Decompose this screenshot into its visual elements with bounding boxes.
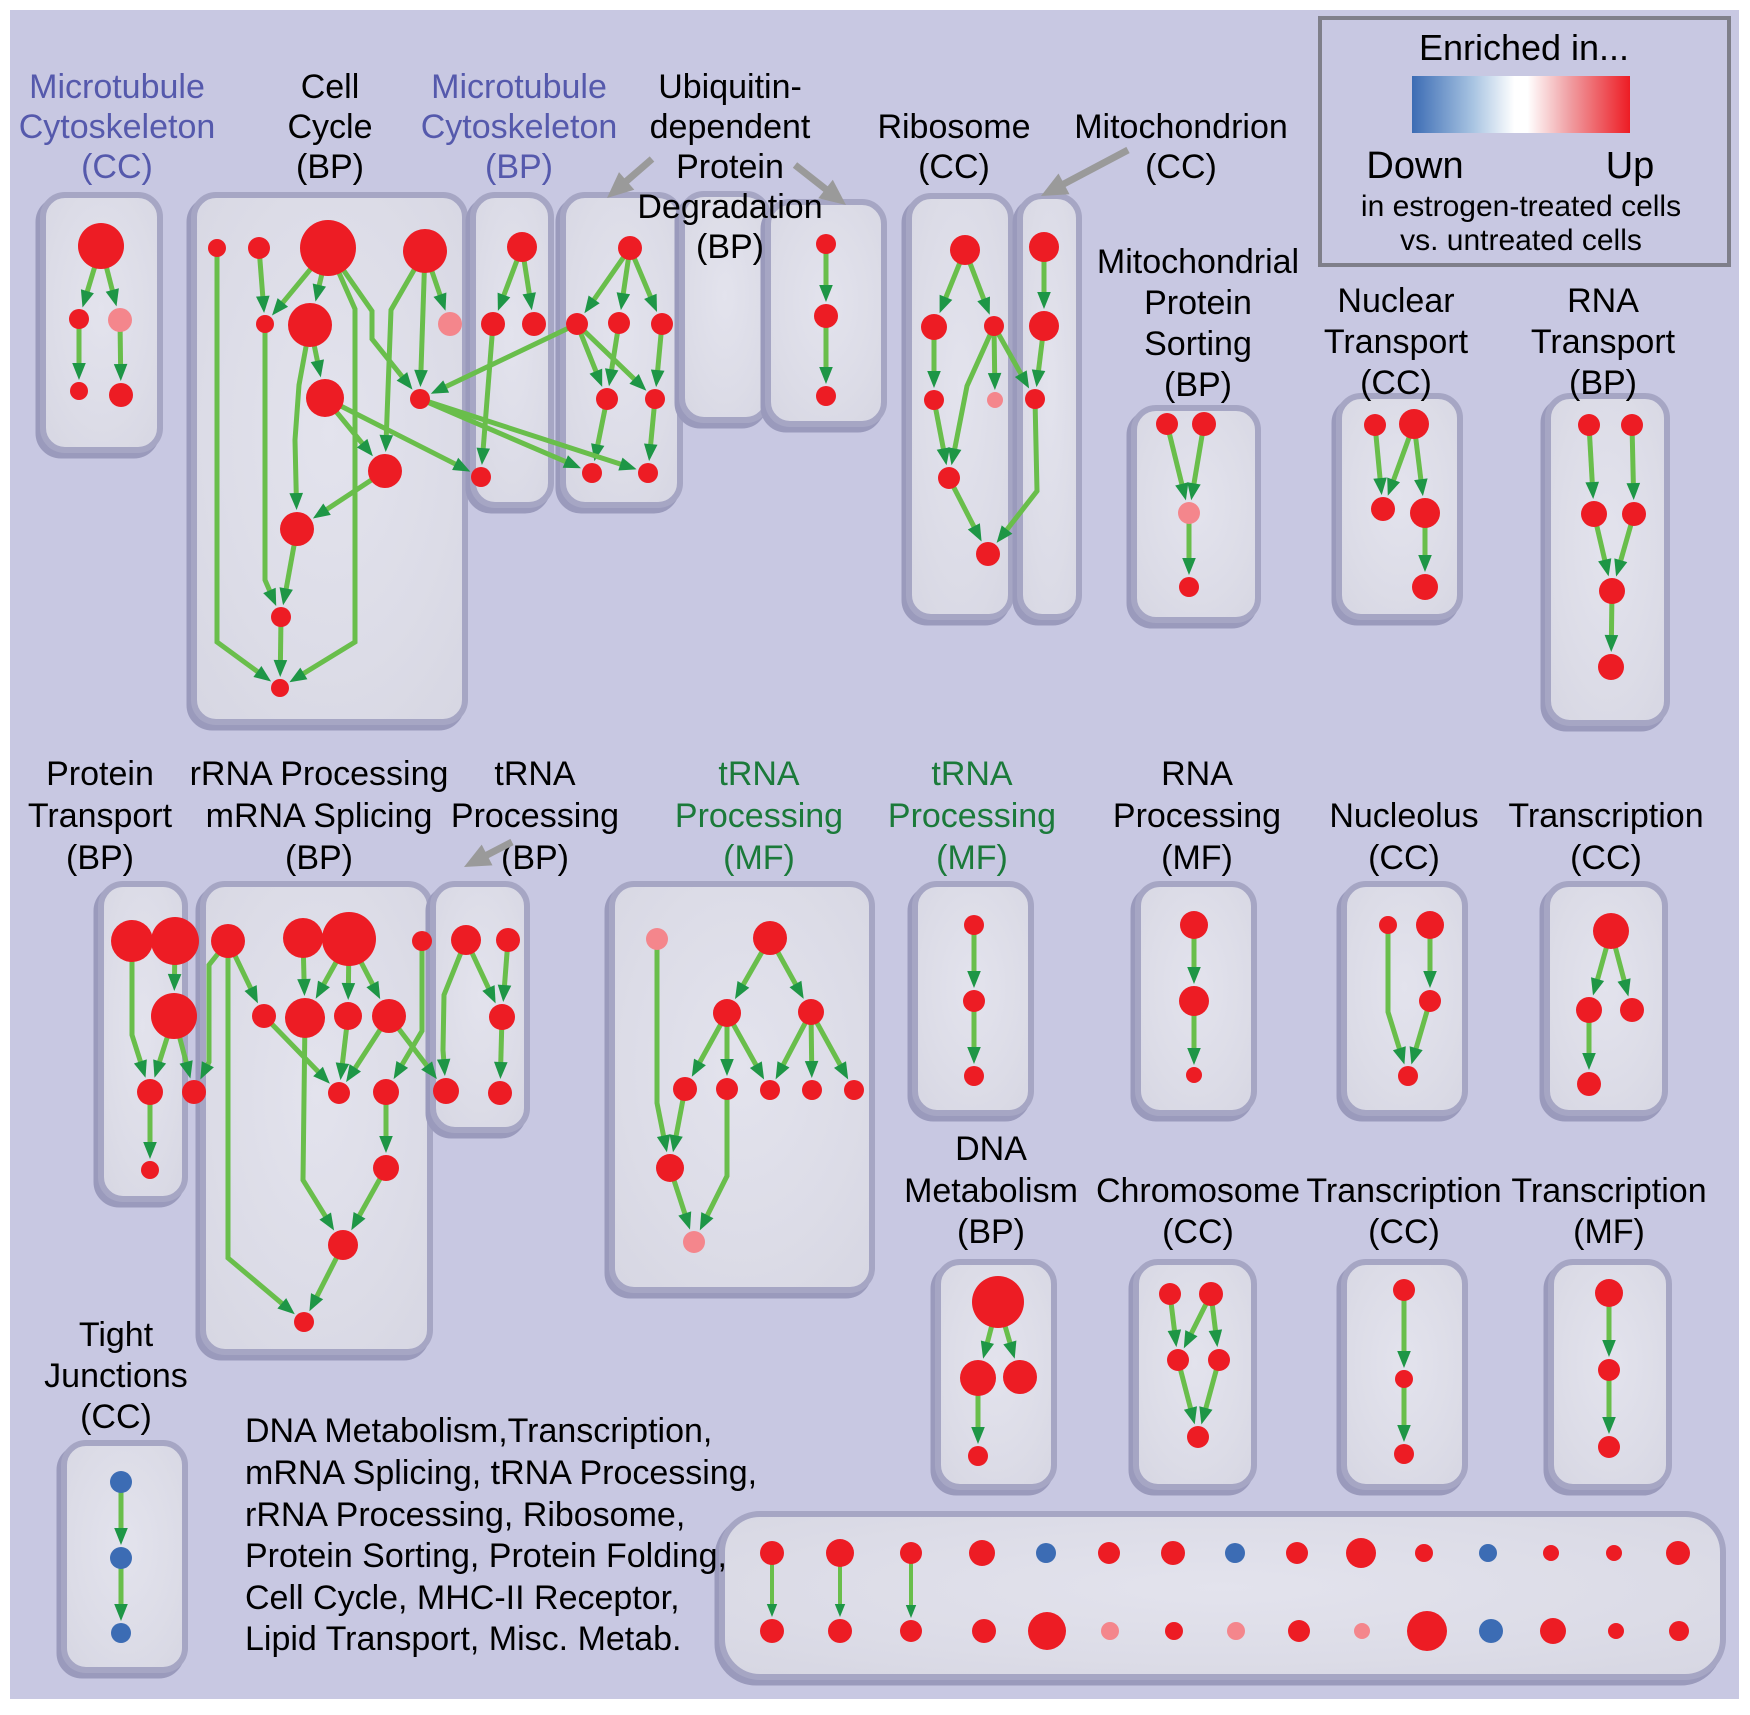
svg-text:vs. untreated cells: vs. untreated cells — [1400, 224, 1642, 257]
svg-text:Protein: Protein — [676, 148, 784, 186]
svg-text:RNA: RNA — [1567, 282, 1639, 320]
svg-text:Cell: Cell — [301, 68, 360, 106]
svg-text:Protein: Protein — [1144, 284, 1252, 322]
svg-text:Lipid Transport, Misc. Metab.: Lipid Transport, Misc. Metab. — [245, 1620, 682, 1658]
svg-text:Transport: Transport — [28, 797, 173, 835]
svg-text:Up: Up — [1606, 145, 1655, 187]
svg-text:rRNA Processing, Ribosome,: rRNA Processing, Ribosome, — [245, 1496, 685, 1534]
svg-text:(CC): (CC) — [81, 148, 153, 186]
svg-text:Mitochondrial: Mitochondrial — [1097, 243, 1299, 281]
svg-text:(BP): (BP) — [1164, 366, 1232, 404]
svg-text:Cytoskeleton: Cytoskeleton — [421, 108, 618, 146]
svg-text:Junctions: Junctions — [44, 1357, 188, 1395]
svg-text:Transcription: Transcription — [1508, 797, 1703, 835]
svg-text:Processing: Processing — [675, 797, 843, 835]
svg-text:(CC): (CC) — [1162, 1213, 1234, 1251]
svg-text:tRNA: tRNA — [494, 755, 576, 793]
svg-text:(CC): (CC) — [1368, 839, 1440, 877]
svg-text:Down: Down — [1366, 145, 1463, 187]
svg-text:Transport: Transport — [1531, 323, 1676, 361]
svg-text:mRNA Splicing, tRNA Processing: mRNA Splicing, tRNA Processing, — [245, 1454, 757, 1492]
svg-text:(CC): (CC) — [80, 1398, 152, 1436]
svg-text:dependent: dependent — [650, 108, 811, 146]
svg-text:Sorting: Sorting — [1144, 325, 1252, 363]
svg-text:(CC): (CC) — [1368, 1213, 1440, 1251]
svg-text:(BP): (BP) — [485, 148, 553, 186]
svg-text:Transport: Transport — [1324, 323, 1469, 361]
svg-text:Protein Sorting, Protein Foldi: Protein Sorting, Protein Folding, — [245, 1537, 727, 1575]
svg-text:Enriched in...: Enriched in... — [1419, 27, 1629, 68]
svg-text:Microtubule: Microtubule — [29, 68, 205, 106]
svg-text:(BP): (BP) — [1569, 364, 1637, 402]
svg-text:(CC): (CC) — [1570, 839, 1642, 877]
svg-text:Ribosome: Ribosome — [877, 108, 1030, 146]
svg-text:Cell Cycle, MHC-II Receptor,: Cell Cycle, MHC-II Receptor, — [245, 1579, 680, 1617]
svg-text:Processing: Processing — [451, 797, 619, 835]
svg-text:Protein: Protein — [46, 755, 154, 793]
svg-text:(BP): (BP) — [696, 228, 764, 266]
svg-text:Transcription: Transcription — [1306, 1172, 1501, 1210]
svg-text:Transcription: Transcription — [1511, 1172, 1706, 1210]
svg-text:Microtubule: Microtubule — [431, 68, 607, 106]
svg-text:Degradation: Degradation — [637, 188, 822, 226]
svg-text:tRNA: tRNA — [718, 755, 800, 793]
svg-text:(MF): (MF) — [1161, 839, 1233, 877]
svg-text:Processing: Processing — [888, 797, 1056, 835]
svg-text:Mitochondrion: Mitochondrion — [1074, 108, 1288, 146]
svg-text:(MF): (MF) — [936, 839, 1008, 877]
svg-text:Nucleolus: Nucleolus — [1329, 797, 1478, 835]
svg-text:mRNA Splicing: mRNA Splicing — [206, 797, 433, 835]
svg-text:DNA: DNA — [955, 1130, 1027, 1168]
svg-text:Tight: Tight — [79, 1316, 154, 1354]
svg-text:rRNA Processing: rRNA Processing — [190, 755, 449, 793]
svg-text:(CC): (CC) — [1360, 364, 1432, 402]
svg-text:Processing: Processing — [1113, 797, 1281, 835]
svg-text:in estrogen-treated cells: in estrogen-treated cells — [1361, 190, 1681, 223]
svg-text:Cycle: Cycle — [287, 108, 372, 146]
svg-text:Chromosome: Chromosome — [1096, 1172, 1300, 1210]
svg-text:Nuclear: Nuclear — [1337, 282, 1454, 320]
svg-text:Cytoskeleton: Cytoskeleton — [19, 108, 216, 146]
svg-text:(CC): (CC) — [918, 148, 990, 186]
svg-text:(BP): (BP) — [66, 839, 134, 877]
svg-text:(BP): (BP) — [957, 1213, 1025, 1251]
svg-text:(BP): (BP) — [285, 839, 353, 877]
svg-text:(MF): (MF) — [723, 839, 795, 877]
svg-text:(MF): (MF) — [1573, 1213, 1645, 1251]
svg-text:(BP): (BP) — [296, 148, 364, 186]
svg-text:DNA Metabolism,Transcription,: DNA Metabolism,Transcription, — [245, 1412, 712, 1450]
svg-text:RNA: RNA — [1161, 755, 1233, 793]
svg-text:tRNA: tRNA — [931, 755, 1013, 793]
svg-text:Metabolism: Metabolism — [904, 1172, 1078, 1210]
svg-text:(CC): (CC) — [1145, 148, 1217, 186]
svg-text:Ubiquitin-: Ubiquitin- — [658, 68, 802, 106]
